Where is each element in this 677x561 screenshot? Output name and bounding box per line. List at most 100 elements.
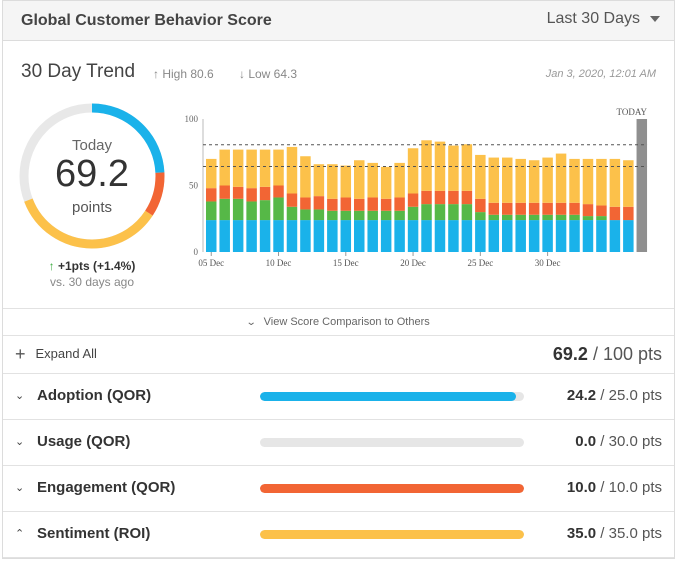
view-comparison-toggle[interactable]: ⌄ View Score Comparison to Others	[3, 308, 674, 336]
bar-segment-sentiment	[582, 158, 594, 205]
category-progress-bar	[260, 438, 524, 447]
delta-value: +1pts (+1.4%)	[57, 259, 136, 273]
bar-segment-usage	[380, 210, 392, 221]
bar-segment-adoption	[515, 220, 526, 252]
bar-segment-usage	[394, 210, 405, 221]
bar-segment-usage	[569, 214, 580, 221]
bar-segment-engagement	[206, 188, 217, 202]
bar-segment-engagement	[502, 202, 513, 215]
gauge-segment-engagement	[19, 103, 165, 249]
bar-segment-adoption	[206, 220, 217, 252]
bar-segment-sentiment	[421, 140, 432, 191]
bar-segment-usage	[515, 214, 526, 221]
bar-segment-sentiment	[206, 158, 217, 189]
category-row: ⌃ Sentiment (ROI) 35.0 / 35.0 pts	[3, 512, 674, 558]
bar-segment-adoption	[542, 220, 553, 252]
bar-segment-adoption	[448, 220, 459, 252]
bar-segment-engagement	[448, 190, 459, 205]
bar-segment-engagement	[461, 190, 473, 205]
bar-segment-adoption	[300, 220, 311, 252]
bar-segment-usage	[448, 204, 459, 221]
bar-segment-engagement	[421, 190, 432, 205]
bar-segment-usage	[421, 204, 432, 221]
bar-segment-adoption	[380, 220, 392, 252]
bar-segment-sentiment	[542, 157, 553, 203]
date-range-value: Last 30 Days	[546, 10, 640, 27]
bar-segment-sentiment	[461, 144, 473, 191]
bar-segment-engagement	[515, 202, 526, 215]
bar-segment-engagement	[542, 202, 553, 215]
category-toggle[interactable]: ⌄ Usage (QOR)	[15, 433, 130, 450]
bar-segment-usage	[461, 204, 473, 221]
bar-segment-sentiment	[259, 149, 271, 187]
category-score: 35.0 / 35.0 pts	[567, 525, 662, 542]
bar-segment-adoption	[569, 220, 580, 252]
category-toggle[interactable]: ⌄ Adoption (QOR)	[15, 387, 151, 404]
category-toggle[interactable]: ⌄ Engagement (QOR)	[15, 479, 175, 496]
bar-segment-sentiment	[407, 148, 419, 194]
bar-segment-usage	[219, 198, 230, 221]
category-score-suffix: / 25.0 pts	[596, 387, 662, 404]
category-label: Sentiment (ROI)	[37, 525, 151, 542]
bar-segment-usage	[327, 210, 338, 221]
bar-segment-engagement	[475, 198, 486, 213]
bar-segment-engagement	[434, 190, 446, 205]
category-progress-bar	[260, 484, 524, 493]
bar-segment-adoption	[421, 220, 432, 252]
bar-segment-sentiment	[569, 158, 580, 203]
bar-segment-usage	[300, 209, 311, 221]
plus-icon: +	[15, 343, 26, 364]
category-score-value: 24.2	[566, 387, 597, 404]
category-score-value: 0.0	[575, 433, 597, 450]
bar-segment-engagement	[273, 185, 284, 198]
bar-segment-sentiment	[380, 166, 392, 199]
bar-segment-engagement	[528, 202, 540, 215]
bar-segment-usage	[367, 210, 378, 221]
bar-segment-adoption	[259, 220, 271, 252]
bar-segment-adoption	[354, 220, 365, 252]
bar-segment-adoption	[407, 220, 419, 252]
category-progress-bar	[260, 530, 524, 539]
bar-segment-usage	[246, 201, 257, 221]
bar-segment-sentiment	[394, 162, 405, 198]
total-score: 69.2 / 100 pts	[553, 344, 662, 365]
date-range-dropdown[interactable]: Last 30 Days	[547, 10, 660, 28]
bar-segment-adoption	[475, 220, 486, 252]
timestamp: Jan 3, 2020, 12:01 AM	[545, 68, 656, 80]
bar-segment-sentiment	[528, 160, 540, 203]
x-tick-label: 05 Dec	[198, 258, 224, 268]
category-score-value: 10.0	[566, 479, 597, 496]
bar-segment-engagement	[380, 198, 392, 211]
expand-all-button[interactable]: + Expand All	[15, 343, 97, 364]
bar-segment-usage	[555, 214, 567, 221]
bar-segment-usage	[232, 198, 244, 221]
category-progress-bar	[260, 392, 524, 401]
bar-segment-engagement	[232, 186, 244, 199]
bar-segment-sentiment	[300, 156, 311, 198]
bar-segment-usage	[542, 214, 553, 221]
bar-segment-sentiment	[555, 153, 567, 203]
bar-segment-adoption	[555, 220, 567, 252]
category-score-suffix: / 10.0 pts	[596, 479, 662, 496]
bar-segment-engagement	[407, 193, 419, 207]
chevron-down-icon: ⌄	[15, 436, 25, 448]
y-tick-label: 50	[189, 181, 199, 191]
bar-segment-adoption	[609, 220, 621, 252]
bar-segment-usage	[340, 210, 352, 221]
bar-segment-adoption	[246, 220, 257, 252]
category-score-suffix: / 30.0 pts	[596, 433, 662, 450]
delta-change: ↑ +1pts (+1.4%)	[17, 259, 167, 273]
bar-segment-adoption	[327, 220, 338, 252]
category-toggle[interactable]: ⌃ Sentiment (ROI)	[15, 525, 150, 542]
gauge-segment-adoption	[19, 103, 165, 249]
bar-segment-usage	[528, 214, 540, 221]
category-row: ⌄ Engagement (QOR) 10.0 / 10.0 pts	[3, 466, 674, 512]
bar-segment-adoption	[434, 220, 446, 252]
bar-segment-engagement	[582, 204, 594, 217]
bar-segment-sentiment	[609, 158, 621, 207]
bar-segment-sentiment	[313, 164, 325, 197]
bar-segment-sentiment	[232, 149, 244, 187]
bar-segment-engagement	[569, 202, 580, 215]
y-tick-label: 100	[185, 114, 199, 124]
gauge-segment-sentiment	[19, 103, 165, 249]
